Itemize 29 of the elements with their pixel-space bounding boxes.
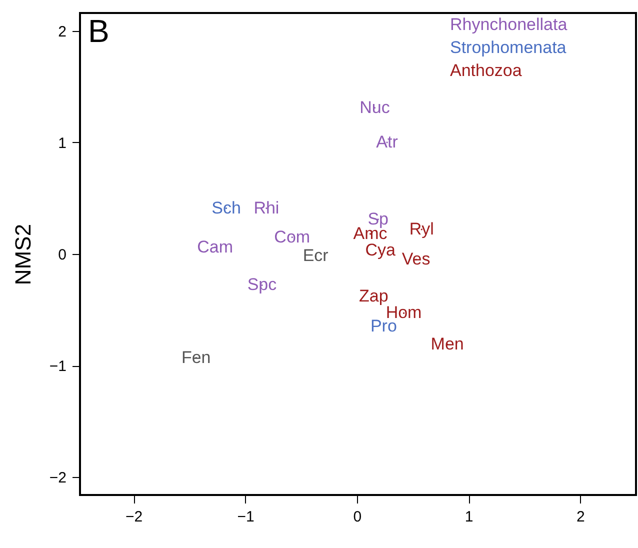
- data-label: Sch: [212, 198, 241, 218]
- y-tick-label: −1: [49, 358, 66, 376]
- data-label: Spc: [247, 275, 278, 294]
- x-tick-label: 0: [353, 508, 362, 526]
- y-axis-title: NMS2: [10, 224, 36, 286]
- text: Anthozoa: [450, 61, 522, 80]
- y-tick-label: −2: [49, 470, 66, 487]
- x-tick-label: 1: [464, 508, 474, 526]
- data-label: Nuc: [360, 98, 390, 117]
- data-label: Ecr: [302, 246, 329, 266]
- data-label: Com: [274, 227, 310, 246]
- text: Rhynchonellata: [450, 15, 568, 34]
- y-tick-label: 0: [58, 246, 66, 264]
- annotation: B: [88, 13, 110, 49]
- data-label: Cam: [197, 237, 234, 256]
- x-tick-label: 2: [576, 508, 585, 526]
- data-label: Cya: [365, 240, 396, 260]
- data-label: Fen: [181, 348, 211, 367]
- x-tick-label: −1: [237, 508, 254, 526]
- y-tick-label: 2: [58, 23, 66, 40]
- text: Strophomenata: [450, 38, 567, 57]
- data-label: Atr: [376, 132, 398, 152]
- y-tick-label: 1: [58, 134, 66, 152]
- data-label: Men: [430, 334, 464, 354]
- data-label: Ves: [402, 250, 430, 269]
- data-label: Rhi: [254, 198, 280, 218]
- x-tick-label: −2: [126, 508, 143, 526]
- data-label: Ryl: [409, 219, 434, 238]
- data-label: Zap: [358, 286, 388, 306]
